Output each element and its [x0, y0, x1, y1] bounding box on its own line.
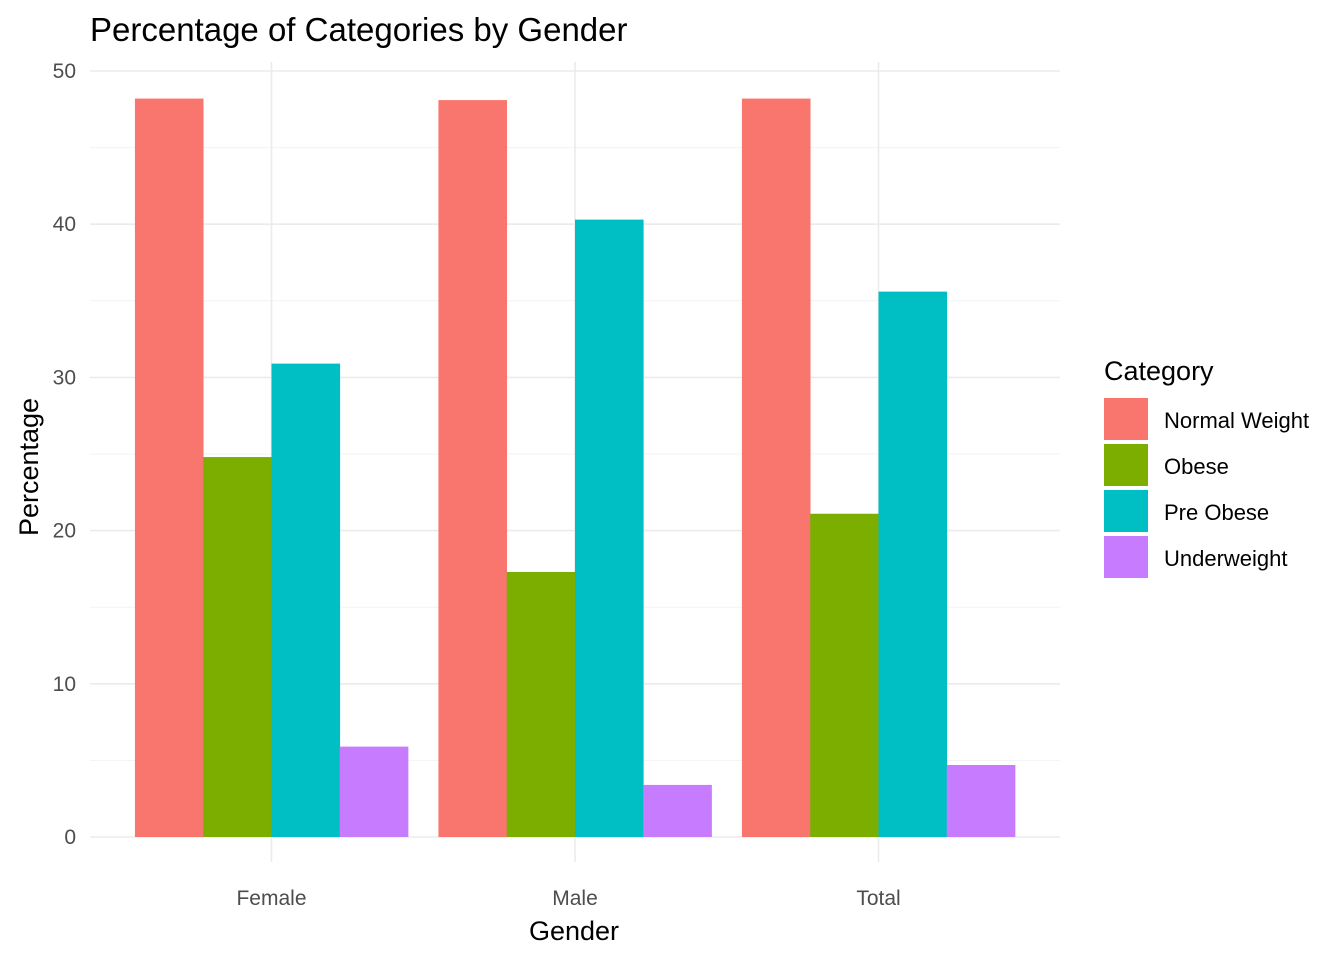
bar-male-underweight	[643, 784, 712, 837]
legend-label: Obese	[1164, 454, 1229, 479]
y-tick-label: 10	[53, 673, 76, 696]
y-tick-label: 50	[53, 60, 76, 83]
y-axis-ticks: 0 10 20 30 40 50	[53, 60, 76, 849]
legend: Category Normal Weight Obese Pre Obese Unde…	[1104, 356, 1309, 578]
x-axis-ticks: Female Male Total	[236, 887, 900, 910]
bar-female-normal-weight	[134, 98, 204, 838]
bar-male-pre-obese	[575, 219, 644, 837]
x-tick-label: Male	[552, 887, 598, 910]
legend-key-underweight	[1104, 536, 1148, 578]
chart-title: Percentage of Categories by Gender	[90, 11, 628, 48]
bar-female-underweight	[339, 746, 409, 837]
legend-label: Underweight	[1164, 546, 1288, 571]
legend-key-obese	[1104, 444, 1148, 486]
legend-title: Category	[1104, 356, 1214, 386]
legend-label: Pre Obese	[1164, 500, 1269, 525]
bars	[134, 98, 1016, 838]
y-axis-title: Percentage	[14, 398, 44, 536]
bar-total-normal-weight	[741, 98, 811, 838]
bar-total-underweight	[946, 764, 1016, 837]
x-axis-title: Gender	[529, 916, 619, 946]
legend-key-pre-obese	[1104, 490, 1148, 532]
bar-female-pre-obese	[271, 363, 341, 837]
bar-male-normal-weight	[438, 100, 508, 837]
bar-male-obese	[506, 571, 576, 837]
legend-label: Normal Weight	[1164, 408, 1309, 433]
y-tick-label: 0	[64, 826, 76, 849]
bar-total-pre-obese	[878, 291, 948, 837]
x-tick-label: Total	[856, 887, 900, 910]
y-tick-label: 30	[53, 366, 76, 389]
bar-total-obese	[810, 513, 879, 837]
y-tick-label: 20	[53, 520, 76, 543]
bar-female-obese	[203, 457, 272, 837]
x-tick-label: Female	[236, 887, 306, 910]
legend-key-normal-weight	[1104, 398, 1148, 440]
y-tick-label: 40	[53, 213, 76, 236]
